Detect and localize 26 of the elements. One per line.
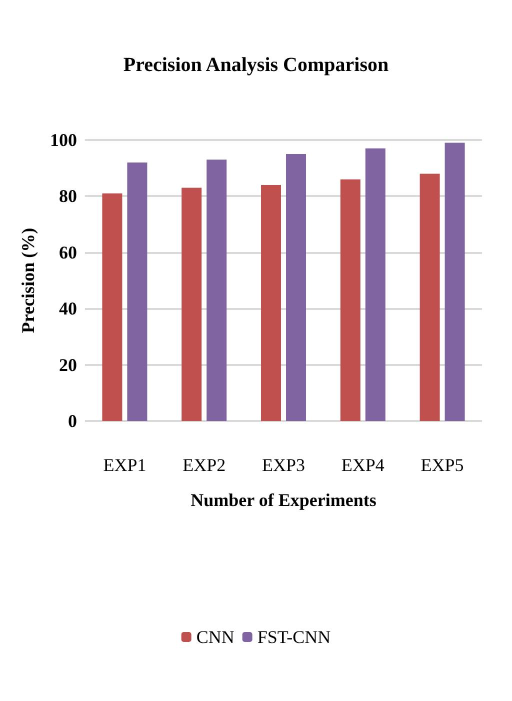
bar: [340, 179, 360, 421]
y-tick-label: 20: [59, 354, 77, 375]
y-tick-label: 60: [59, 242, 77, 262]
y-tick-label: 0: [68, 411, 77, 431]
bar: [286, 154, 306, 421]
bar: [102, 193, 122, 421]
x-tick-label: EXP5: [420, 455, 464, 475]
y-tick-label: 40: [59, 298, 77, 319]
bar: [127, 162, 148, 421]
x-tick-label: EXP1: [103, 455, 146, 475]
y-tick-label: 80: [59, 186, 77, 206]
y-tick-label: 100: [50, 130, 77, 150]
x-axis-title: Number of Experiments: [190, 490, 376, 510]
bar: [420, 174, 440, 421]
x-tick-label: EXP2: [182, 455, 226, 475]
bar: [365, 148, 386, 421]
chart-title: Precision Analysis Comparison: [123, 54, 389, 76]
bar: [261, 184, 281, 421]
x-tick-label: EXP4: [341, 455, 384, 475]
legend-label: FST-CNN: [257, 627, 331, 647]
bar: [444, 142, 465, 421]
bar: [206, 160, 227, 421]
y-axis-title: Precision (%): [18, 228, 38, 334]
x-tick-label: EXP3: [262, 455, 306, 475]
legend-label: CNN: [196, 627, 234, 647]
bar: [182, 188, 202, 421]
